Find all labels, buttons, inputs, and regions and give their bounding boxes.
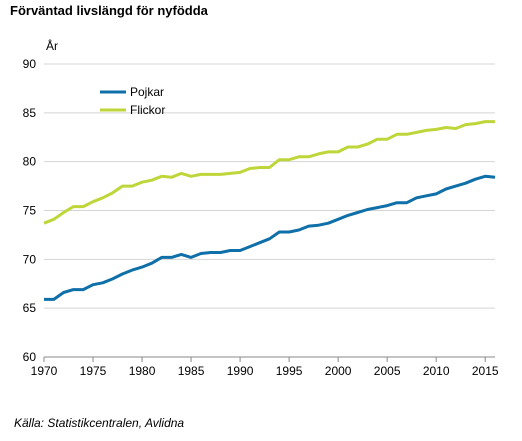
series-line-pojkar bbox=[44, 174, 496, 301]
y-axis-label: År bbox=[46, 38, 58, 53]
x-tick-label: 1995 bbox=[276, 364, 303, 378]
x-tick-label: 1990 bbox=[227, 364, 254, 378]
x-tick-label: 2010 bbox=[423, 364, 450, 378]
legend: Pojkar Flickor bbox=[100, 85, 165, 117]
y-tick-label: 80 bbox=[23, 155, 37, 169]
y-tick-label: 70 bbox=[23, 252, 37, 266]
x-tick-label: 1985 bbox=[178, 364, 205, 378]
x-tick-label: 2015 bbox=[472, 364, 499, 378]
x-tick-label: 1975 bbox=[80, 364, 107, 378]
series-line-flickor bbox=[43, 120, 495, 225]
y-tick-label: 85 bbox=[23, 106, 37, 120]
x-tick-label: 2000 bbox=[325, 364, 352, 378]
gridlines bbox=[44, 63, 495, 309]
x-tick-label: 2005 bbox=[374, 364, 401, 378]
y-tick-label: 75 bbox=[23, 204, 37, 218]
source-note: Källa: Statistikcentralen, Avlidna bbox=[14, 416, 185, 430]
axes: 60 65 70 75 80 85 90 1970 1975 1980 1985 1990 1995 20… bbox=[23, 38, 499, 378]
y-tick-label: 60 bbox=[23, 350, 37, 364]
chart-title: Förväntad livslängd för nyfödda bbox=[10, 3, 208, 18]
series-lines bbox=[43, 120, 496, 301]
x-tick-label: 1970 bbox=[31, 364, 58, 378]
y-tick-label: 65 bbox=[23, 301, 37, 315]
legend-label-flickor: Flickor bbox=[130, 103, 165, 117]
legend-label-pojkar: Pojkar bbox=[130, 85, 164, 99]
x-tick-label: 1980 bbox=[129, 364, 156, 378]
y-tick-label: 90 bbox=[23, 57, 37, 71]
